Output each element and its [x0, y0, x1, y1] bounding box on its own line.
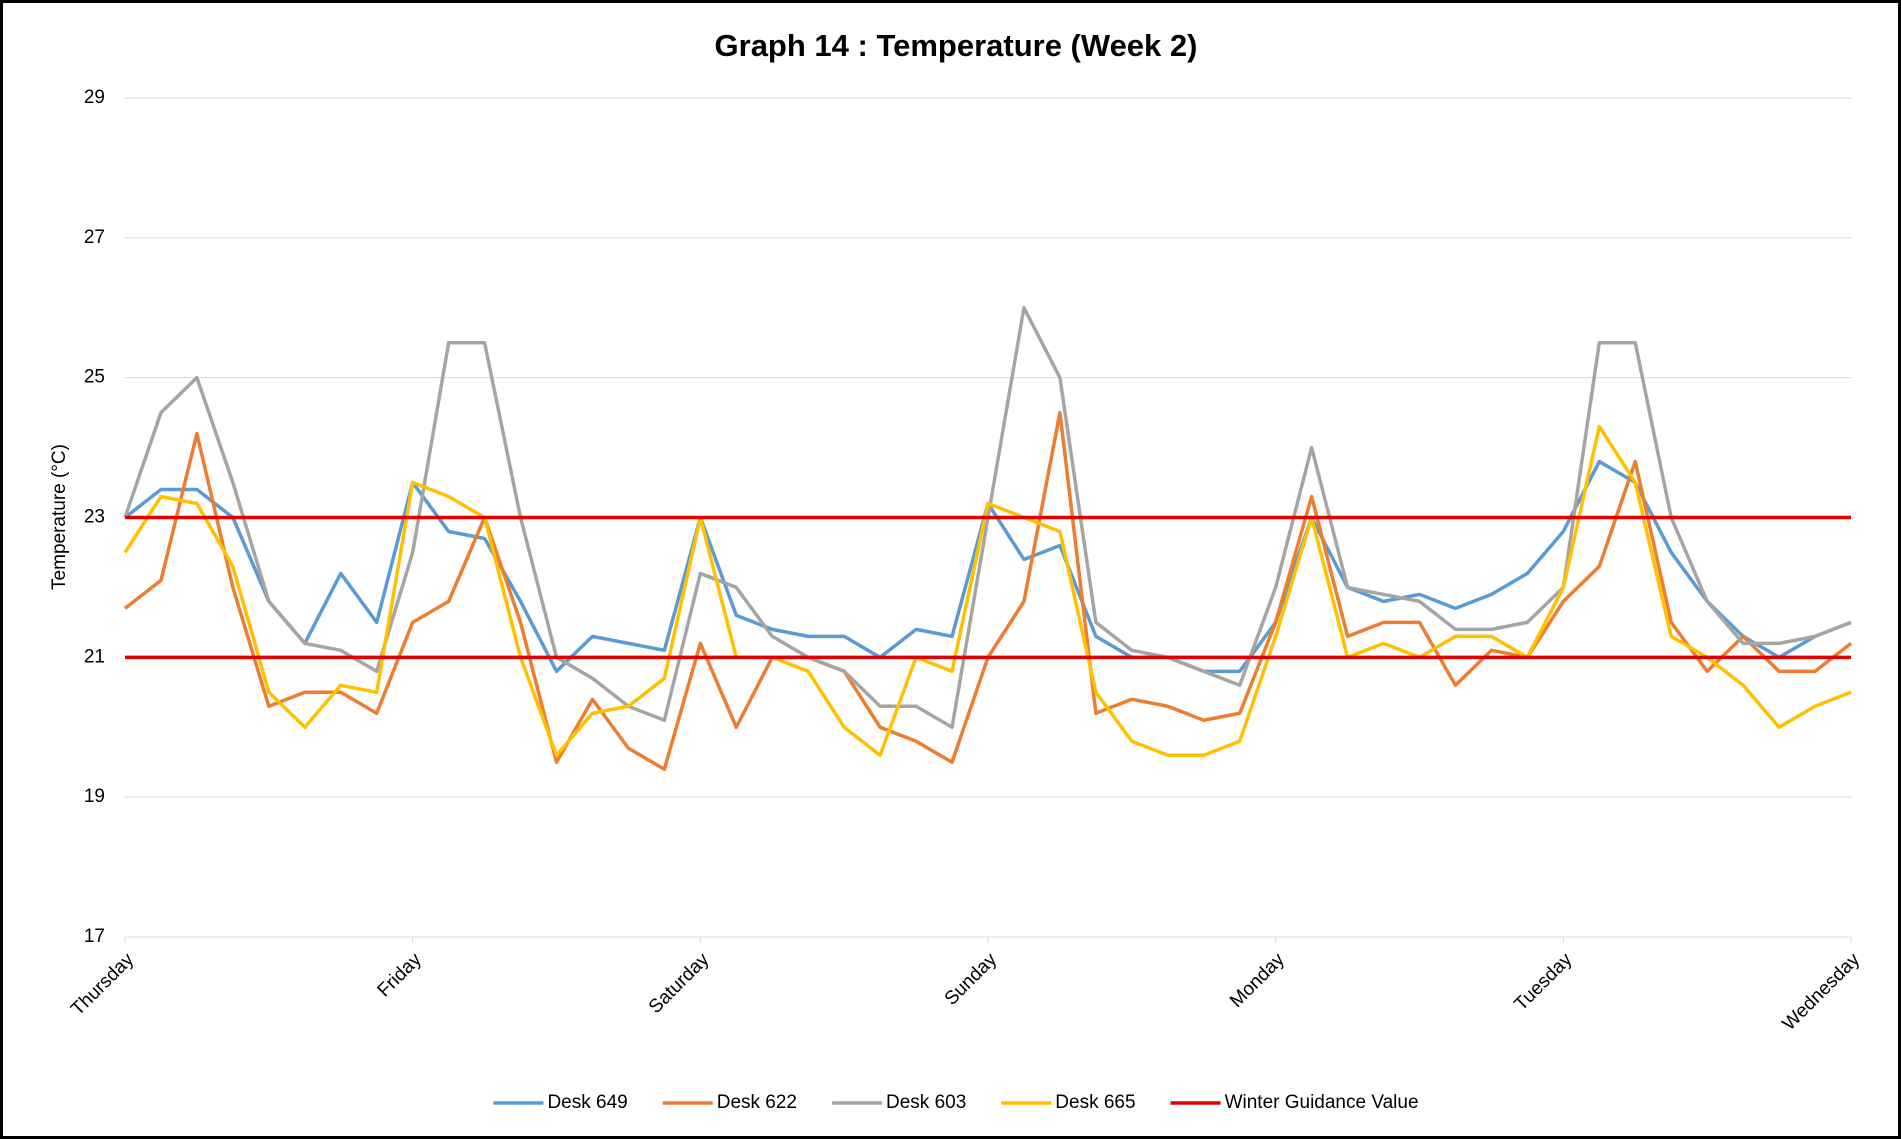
legend-label: Desk 603: [886, 1092, 966, 1113]
legend-label: Desk 665: [1055, 1092, 1135, 1113]
y-tick-label: 23: [84, 507, 105, 528]
legend-label: Desk 649: [547, 1092, 627, 1113]
series-line: [123, 424, 1852, 757]
y-tick-label: 25: [84, 367, 105, 388]
legend-label: Winter Guidance Value: [1225, 1092, 1419, 1113]
y-axis-label: Temperature (°C): [49, 444, 70, 590]
legend-label: Desk 622: [717, 1092, 797, 1113]
chart-title: Graph 14 : Temperature (Week 2): [715, 28, 1198, 63]
y-tick-label: 21: [84, 646, 105, 667]
y-tick-label: 19: [84, 786, 105, 807]
y-tick-label: 27: [84, 227, 105, 248]
y-tick-label: 29: [84, 87, 105, 108]
y-tick-label: 17: [84, 926, 105, 947]
